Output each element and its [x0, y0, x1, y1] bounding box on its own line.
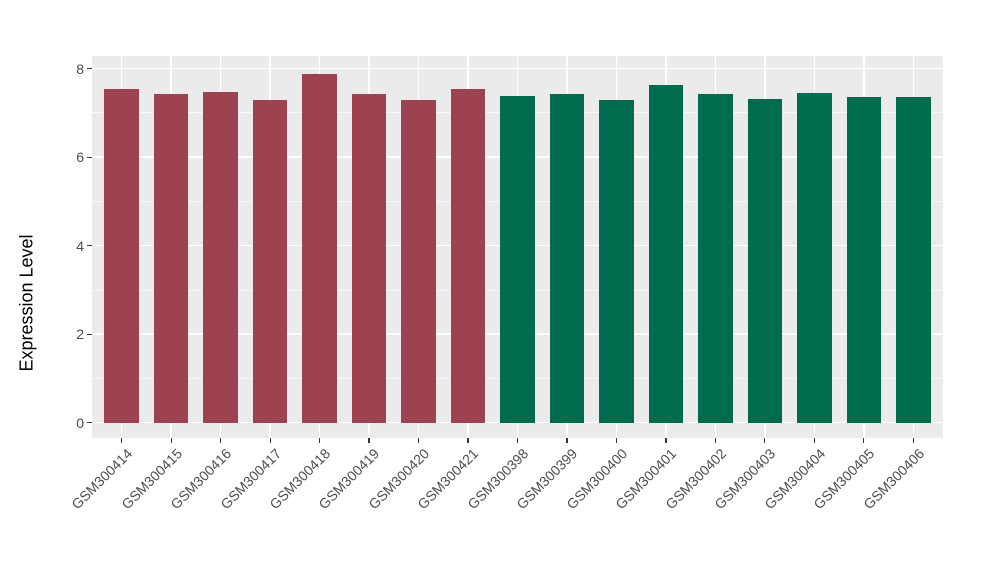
y-tick-label: 2 [76, 326, 84, 343]
x-tick-mark [912, 438, 914, 443]
bar-GSM300404 [797, 93, 832, 423]
bar-GSM300414 [104, 88, 139, 423]
bar-GSM300400 [599, 99, 634, 423]
x-tick-mark [318, 438, 321, 443]
plot-panel [92, 56, 943, 438]
bar-GSM300417 [252, 100, 288, 423]
bar-GSM300398 [500, 96, 535, 423]
y-tick-mark [87, 422, 92, 424]
y-tick-mark [87, 68, 92, 70]
bar-GSM300421 [450, 88, 486, 423]
x-tick-mark [121, 438, 123, 443]
x-tick-mark [714, 438, 716, 443]
x-tick-mark [417, 438, 420, 443]
x-tick-mark [615, 438, 618, 443]
x-tick-mark [516, 438, 519, 443]
x-tick-mark [220, 438, 222, 443]
y-tick-label: 4 [76, 237, 84, 254]
x-tick-mark [269, 438, 271, 443]
bar-GSM300420 [401, 100, 436, 423]
y-axis-title: Expression Level [16, 234, 37, 372]
x-tick-mark [467, 438, 469, 443]
y-tick-mark [87, 245, 92, 247]
x-tick-mark [863, 438, 865, 443]
y-tick-mark [87, 333, 92, 335]
x-tick-mark [368, 438, 370, 443]
y-tick-mark [87, 156, 92, 158]
bar-GSM300405 [846, 96, 882, 423]
bar-GSM300403 [747, 99, 783, 423]
y-tick-label: 0 [76, 414, 84, 431]
bar-GSM300399 [549, 93, 585, 423]
x-tick-mark [566, 438, 568, 443]
x-tick-mark [170, 438, 172, 443]
x-tick-mark [665, 438, 667, 443]
bar-GSM300415 [153, 93, 189, 423]
y-tick-label: 8 [76, 60, 84, 77]
bar-GSM300406 [895, 97, 931, 423]
bar-GSM300419 [351, 93, 387, 423]
x-tick-mark [764, 438, 766, 443]
bar-GSM300418 [302, 73, 337, 423]
bar-GSM300416 [203, 91, 238, 423]
y-tick-label: 6 [76, 149, 84, 166]
bar-GSM300402 [698, 93, 733, 423]
x-tick-mark [813, 438, 815, 443]
bar-GSM300401 [648, 84, 684, 423]
